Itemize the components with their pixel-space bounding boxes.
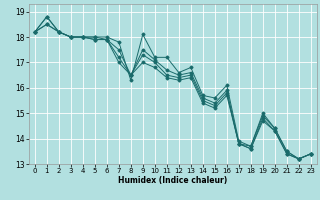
- X-axis label: Humidex (Indice chaleur): Humidex (Indice chaleur): [118, 176, 228, 185]
